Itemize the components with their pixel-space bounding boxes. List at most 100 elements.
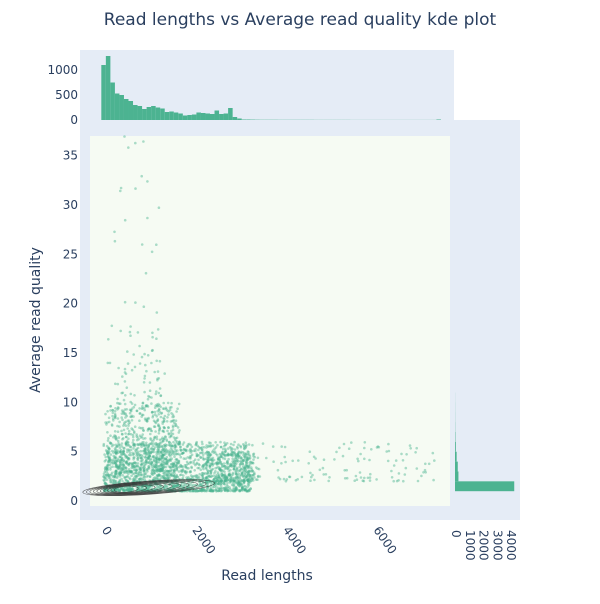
scatter-point: [168, 451, 171, 454]
scatter-point: [110, 478, 113, 481]
scatter-point: [138, 426, 141, 429]
scatter-point: [125, 373, 128, 376]
scatter-point: [369, 476, 372, 479]
scatter-point: [124, 219, 127, 222]
scatter-point: [166, 470, 169, 473]
scatter-point: [143, 381, 146, 384]
scatter-point: [173, 472, 176, 475]
scatter-point: [147, 354, 150, 357]
scatter-point: [126, 489, 129, 492]
scatter-point: [119, 330, 122, 333]
scatter-point: [216, 461, 219, 464]
scatter-point: [414, 451, 417, 454]
scatter-point: [375, 478, 378, 481]
scatter-point: [232, 472, 235, 475]
scatter-point: [356, 458, 359, 461]
scatter-point: [143, 407, 146, 410]
scatter-point: [223, 462, 226, 465]
scatter-point: [124, 487, 127, 490]
scatter-point: [118, 402, 121, 405]
scatter-point: [251, 461, 254, 464]
scatter-point: [283, 478, 286, 481]
scatter-point: [173, 455, 176, 458]
scatter-point: [251, 477, 254, 480]
scatter-point: [126, 427, 129, 430]
scatter-point: [253, 473, 256, 476]
scatter-point: [166, 485, 169, 488]
scatter-point: [175, 410, 178, 413]
scatter-point: [244, 458, 247, 461]
scatter-point: [231, 448, 234, 451]
scatter-point: [143, 391, 146, 394]
scatter-point: [166, 430, 169, 433]
scatter-point: [157, 370, 160, 373]
scatter-point: [125, 408, 128, 411]
top-histogram-bar: [233, 117, 238, 120]
scatter-point: [179, 474, 182, 477]
scatter-point: [248, 453, 251, 456]
scatter-point: [122, 447, 125, 450]
scatter-point: [202, 453, 205, 456]
scatter-point: [151, 336, 154, 339]
scatter-point: [197, 459, 200, 462]
scatter-point: [151, 464, 154, 467]
scatter-point: [226, 461, 229, 464]
scatter-point: [106, 445, 109, 448]
scatter-point: [139, 362, 142, 365]
scatter-point: [118, 425, 121, 428]
scatter-point: [345, 469, 348, 472]
scatter-point: [111, 415, 114, 418]
scatter-point: [149, 381, 152, 384]
scatter-point: [205, 477, 208, 480]
scatter-point: [370, 448, 373, 451]
scatter-point: [179, 442, 182, 445]
top-histogram-bar: [133, 105, 138, 120]
scatter-point: [378, 446, 381, 449]
scatter-point: [210, 472, 213, 475]
scatter-point: [172, 425, 175, 428]
scatter-point: [229, 488, 232, 491]
scatter-point: [132, 436, 135, 439]
scatter-point: [135, 433, 138, 436]
scatter-point: [217, 459, 220, 462]
scatter-point: [363, 480, 366, 483]
scatter-point: [123, 399, 126, 402]
scatter-point: [158, 465, 161, 468]
scatter-point: [143, 377, 146, 380]
scatter-point: [142, 427, 145, 430]
scatter-point: [231, 484, 234, 487]
scatter-point: [192, 484, 195, 487]
scatter-point: [110, 443, 113, 446]
scatter-point: [197, 477, 200, 480]
scatter-point: [179, 448, 182, 451]
scatter-point: [159, 395, 162, 398]
top-histogram-bar: [138, 106, 143, 120]
scatter-point: [175, 446, 178, 449]
scatter-point: [199, 456, 202, 459]
scatter-point: [155, 243, 158, 246]
scatter-point: [132, 447, 135, 450]
scatter-point: [122, 466, 125, 469]
scatter-point: [108, 417, 111, 420]
scatter-point: [175, 419, 178, 422]
scatter-point: [126, 470, 129, 473]
scatter-point: [130, 410, 133, 413]
top-histogram-bar: [124, 99, 129, 120]
scatter-point: [122, 392, 125, 395]
top-histogram-bar: [156, 108, 161, 121]
scatter-point: [214, 441, 217, 444]
scatter-point: [301, 476, 304, 479]
scatter-point: [239, 463, 242, 466]
scatter-point: [280, 445, 283, 448]
top-histogram-bar: [224, 114, 229, 121]
scatter-point: [114, 383, 117, 386]
scatter-point: [142, 429, 145, 432]
y-tick-label: 0: [70, 494, 78, 508]
scatter-point: [159, 442, 162, 445]
scatter-point: [357, 460, 360, 463]
scatter-point: [424, 471, 427, 474]
scatter-point: [146, 420, 149, 423]
y-axis-label: Average read quality: [28, 247, 44, 393]
scatter-point: [197, 490, 200, 493]
